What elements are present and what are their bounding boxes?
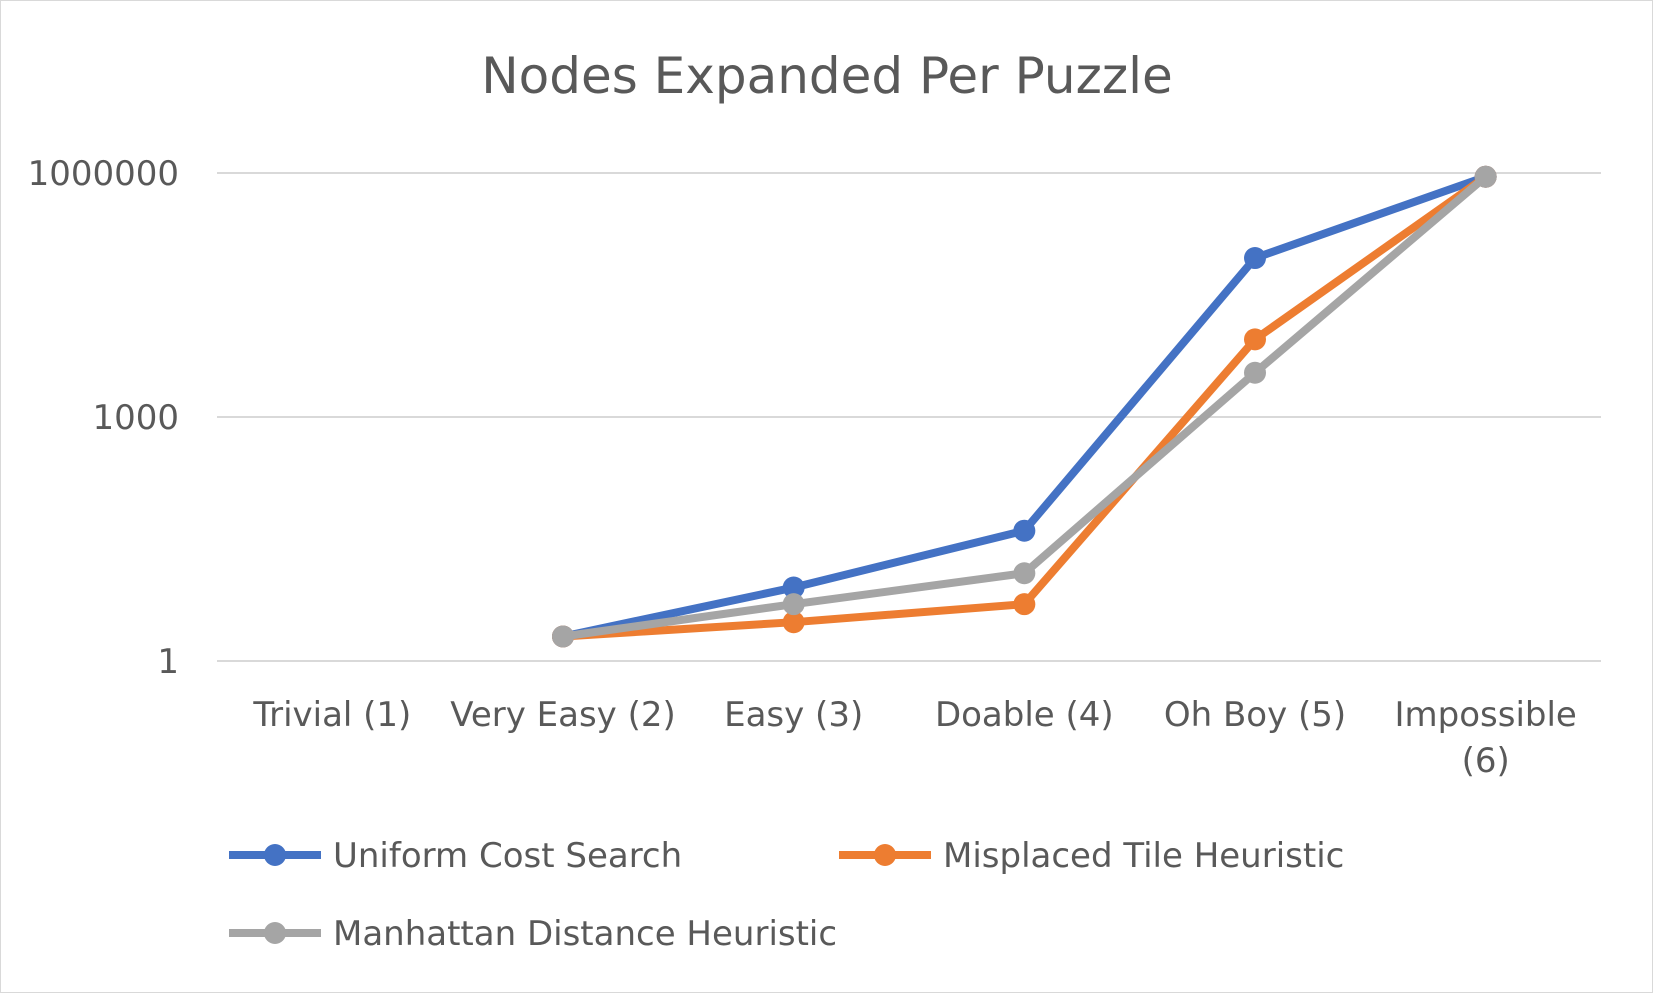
data-point (782, 576, 805, 599)
x-tick-label: Very Easy (2) (450, 695, 676, 735)
y-tick-label: 1000000 (28, 154, 179, 194)
chart-title: Nodes Expanded Per Puzzle (481, 47, 1173, 105)
legend-swatch-marker (264, 922, 286, 944)
x-tick-label: Impossible (6) (1394, 695, 1576, 781)
data-point (1244, 247, 1266, 270)
x-tick-label: Doable (4) (935, 695, 1114, 735)
data-point (1013, 562, 1036, 585)
data-point (1013, 519, 1036, 542)
legend-entry: Misplaced Tile Heuristic (839, 836, 1344, 876)
y-tick-label: 1 (157, 642, 179, 682)
legend-label: Misplaced Tile Heuristic (943, 836, 1344, 876)
y-tick-label: 1000 (92, 398, 179, 438)
series-2 (552, 165, 1497, 648)
data-point (552, 625, 574, 648)
data-point (782, 593, 805, 616)
data-point (1244, 361, 1266, 384)
legend-swatch-marker (874, 844, 896, 866)
data-point (1244, 328, 1266, 351)
data-point (1474, 165, 1497, 188)
data-point (1013, 593, 1036, 616)
x-tick-label: Trivial (1) (252, 695, 411, 735)
legend-entry: Uniform Cost Search (229, 836, 682, 876)
x-tick-label: Easy (3) (724, 695, 863, 735)
legend-label: Manhattan Distance Heuristic (333, 914, 837, 954)
data-point (782, 611, 805, 634)
legend-swatch-marker (264, 844, 286, 866)
legend-label: Uniform Cost Search (333, 836, 682, 876)
x-tick-label: Oh Boy (5) (1164, 695, 1346, 735)
legend-entry: Manhattan Distance Heuristic (229, 914, 837, 954)
